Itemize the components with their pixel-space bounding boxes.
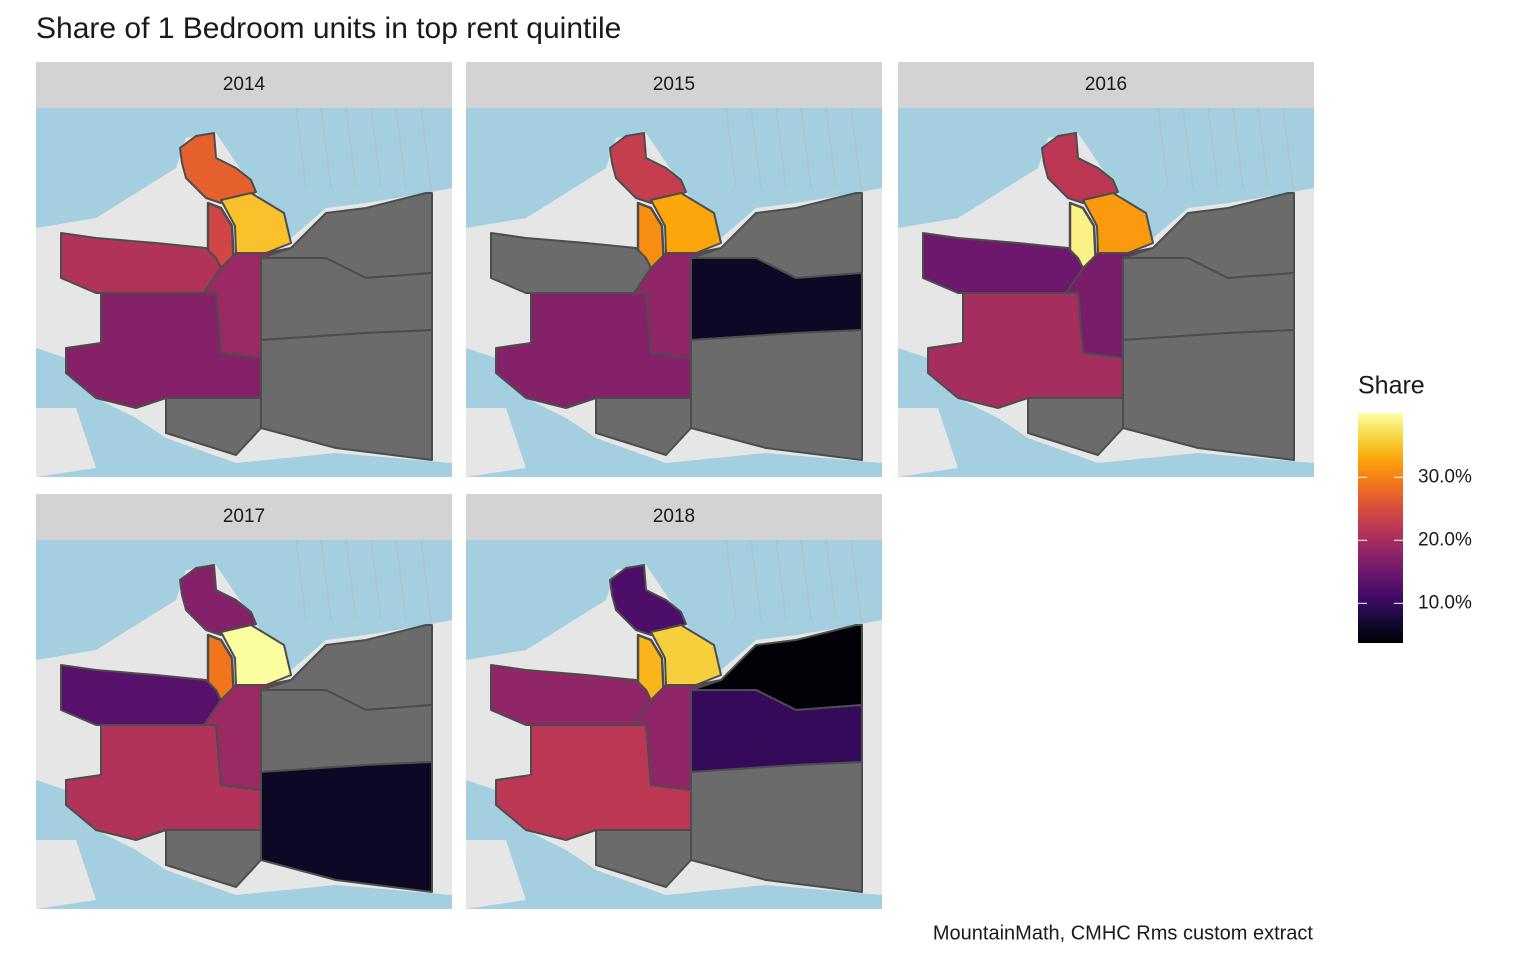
- region: [165, 829, 262, 888]
- water: [36, 348, 452, 477]
- road: [1282, 108, 1294, 189]
- region: [1041, 132, 1119, 204]
- region: [220, 624, 292, 686]
- region: [922, 232, 1084, 294]
- water: [466, 108, 882, 238]
- road: [345, 540, 357, 621]
- road: [800, 540, 812, 621]
- road: [395, 540, 407, 621]
- region: [595, 829, 692, 888]
- road: [395, 108, 407, 189]
- land: [36, 840, 96, 909]
- legend-tick-label: 10.0%: [1418, 592, 1472, 613]
- water: [466, 780, 882, 909]
- region: [179, 132, 257, 204]
- road: [370, 108, 382, 189]
- road: [750, 108, 762, 189]
- road: [295, 108, 307, 189]
- land: [466, 840, 526, 909]
- region: [60, 664, 222, 726]
- region: [595, 397, 692, 456]
- road: [725, 108, 737, 189]
- region: [609, 132, 687, 204]
- road: [320, 108, 332, 189]
- road: [420, 540, 432, 621]
- road: [1157, 108, 1169, 189]
- map-panel: [466, 108, 882, 477]
- region: [490, 232, 652, 294]
- region: [179, 564, 257, 636]
- road: [750, 540, 762, 621]
- facet-strip: [898, 62, 1314, 108]
- water: [466, 348, 882, 477]
- road: [370, 540, 382, 621]
- road: [1257, 108, 1269, 189]
- region: [60, 232, 222, 294]
- facet-strip: [36, 494, 452, 540]
- road: [775, 108, 787, 189]
- region: [650, 624, 722, 686]
- region: [650, 192, 722, 254]
- water: [466, 540, 882, 670]
- facet-label: 2016: [1085, 74, 1127, 95]
- land: [36, 408, 96, 477]
- region: [490, 664, 652, 726]
- legend-tick-label: 30.0%: [1418, 466, 1472, 487]
- region: [495, 724, 692, 841]
- region: [220, 192, 292, 254]
- water: [36, 780, 452, 909]
- chart-title: Share of 1 Bedroom units in top rent qui…: [36, 12, 621, 45]
- facet-label: 2015: [653, 74, 695, 95]
- facet-strip: [466, 494, 882, 540]
- road: [825, 540, 837, 621]
- water: [36, 540, 452, 670]
- road: [320, 540, 332, 621]
- region: [1027, 397, 1124, 456]
- road: [1207, 108, 1219, 189]
- road: [295, 540, 307, 621]
- region: [927, 292, 1124, 409]
- road: [800, 108, 812, 189]
- caption: MountainMath, CMHC Rms custom extract: [933, 922, 1314, 944]
- facet-label: 2018: [653, 506, 695, 527]
- region: [1082, 192, 1154, 254]
- region: [609, 564, 687, 636]
- road: [420, 108, 432, 189]
- legend-tick-label: 20.0%: [1418, 529, 1472, 550]
- region: [65, 724, 262, 841]
- water: [898, 108, 1314, 238]
- legend-colorbar: [1358, 413, 1403, 643]
- water: [898, 348, 1314, 477]
- facet-strip: [36, 62, 452, 108]
- road: [345, 108, 357, 189]
- road: [825, 108, 837, 189]
- map-panel: [466, 540, 882, 909]
- road: [1182, 108, 1194, 189]
- map-panel: [36, 108, 452, 477]
- facet-label: 2014: [223, 74, 266, 95]
- road: [850, 540, 862, 621]
- map-panel: [898, 108, 1314, 477]
- land: [898, 408, 958, 477]
- facet-strip: [466, 62, 882, 108]
- water: [36, 108, 452, 238]
- facet-label: 2017: [223, 506, 265, 527]
- region: [165, 397, 262, 456]
- land: [466, 408, 526, 477]
- road: [725, 540, 737, 621]
- region: [495, 292, 692, 409]
- region: [65, 292, 262, 409]
- road: [850, 108, 862, 189]
- map-panel: [36, 540, 452, 909]
- road: [775, 540, 787, 621]
- legend-title: Share: [1358, 372, 1425, 400]
- road: [1232, 108, 1244, 189]
